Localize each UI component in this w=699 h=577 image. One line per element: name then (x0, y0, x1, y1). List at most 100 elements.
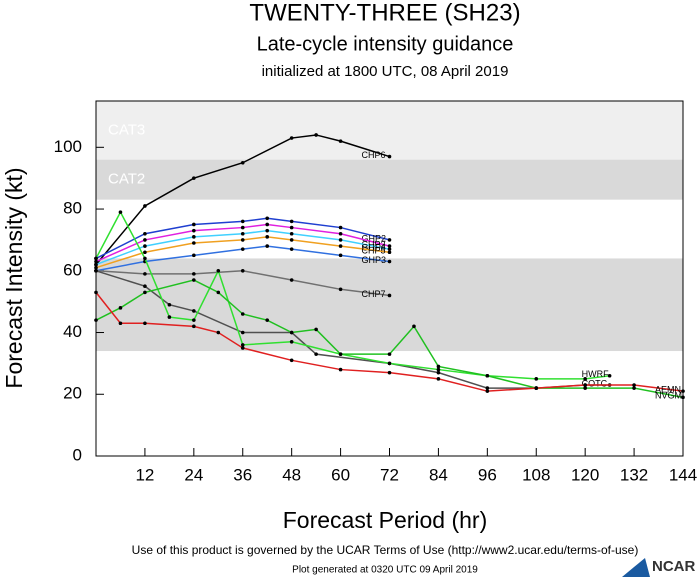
point-dot (265, 318, 270, 322)
generated: Plot generated at 0320 UTC 09 April 2019 (292, 565, 478, 576)
point-dot (436, 364, 441, 369)
category-band (96, 159, 683, 200)
point-dot (314, 352, 318, 356)
point-dot (681, 395, 685, 400)
y-tick-label: 100 (54, 137, 82, 156)
x-tick-label: 12 (135, 465, 154, 484)
point-dot (632, 386, 636, 390)
point-dot (289, 330, 294, 335)
point-dot (118, 210, 123, 214)
x-tick-label: 72 (380, 465, 399, 484)
series-line (95, 223, 390, 263)
point-dot (387, 370, 392, 375)
point-dot (240, 231, 245, 236)
point-dot (94, 262, 98, 267)
point-dot (534, 377, 539, 381)
y-tick-label: 60 (63, 260, 82, 279)
point-dot (338, 231, 343, 236)
point-dot (387, 293, 392, 298)
point-dot (412, 324, 416, 329)
y-tick-label: 80 (63, 199, 82, 218)
series-label: NVGM (655, 391, 682, 401)
y-tick-label: 20 (63, 384, 82, 403)
logo-icon (622, 558, 650, 577)
point-dot (485, 373, 490, 378)
point-dot (583, 386, 587, 390)
point-dot (94, 265, 98, 270)
point-dot (167, 315, 172, 319)
y-tick-label: 0 (73, 445, 82, 464)
point-dot (192, 228, 196, 233)
chart-title: TWENTY-THREE (SH23) (249, 0, 520, 26)
point-dot (314, 327, 318, 332)
point-dot (338, 287, 343, 292)
x-tick-label: 144 (669, 465, 697, 484)
point-dot (387, 352, 392, 356)
point-dot (94, 318, 98, 322)
point-dot (289, 339, 294, 344)
point-dot (240, 268, 245, 273)
category-band (96, 258, 683, 352)
point-dot (118, 321, 123, 326)
series-label: CHP6 (362, 150, 386, 160)
point-dot (289, 238, 294, 242)
point-dot (387, 247, 392, 251)
point-dot (240, 346, 245, 350)
point-dot (314, 133, 318, 137)
point-dot (240, 219, 245, 224)
point-dot (143, 284, 147, 289)
point-dot (192, 176, 196, 180)
point-dot (338, 244, 343, 248)
point-dot (289, 247, 294, 251)
point-dot (485, 386, 490, 390)
point-dot (143, 256, 147, 261)
band-label: CAT2 (108, 171, 145, 188)
x-tick-label: 84 (429, 465, 448, 484)
point-dot (192, 253, 196, 258)
point-dot (387, 250, 392, 255)
point-dot (632, 383, 636, 387)
point-dot (94, 259, 98, 264)
point-dot (436, 377, 441, 381)
series-label: CHP7 (362, 289, 386, 299)
point-dot (265, 222, 270, 227)
series-label: CHP5 (362, 246, 386, 256)
point-dot (338, 253, 343, 258)
point-dot (289, 219, 294, 224)
point-dot (681, 389, 685, 393)
x-tick-label: 60 (331, 465, 350, 484)
series-label: HWRF (582, 369, 609, 379)
chart-subtitle: Late-cycle intensity guidance (257, 33, 514, 55)
point-dot (265, 244, 270, 248)
point-dot (387, 238, 392, 242)
point-dot (265, 228, 270, 233)
point-dot (143, 321, 147, 326)
y-tick-label: 40 (63, 322, 82, 341)
point-dot (240, 247, 245, 251)
point-dot (143, 231, 147, 236)
band-label: CAT3 (108, 121, 145, 138)
x-tick-label: 96 (478, 465, 497, 484)
point-dot (240, 330, 245, 335)
x-tick-label: 120 (571, 465, 599, 484)
point-dot (607, 373, 612, 378)
point-dot (583, 377, 587, 381)
series-label: GHP3 (362, 255, 387, 265)
point-dot (240, 225, 245, 230)
point-dot (534, 386, 539, 390)
point-dot (338, 225, 343, 230)
x-tick-label: 36 (233, 465, 252, 484)
point-dot (143, 238, 147, 242)
point-dot (338, 238, 343, 242)
point-dot (192, 241, 196, 245)
point-dot (583, 383, 587, 387)
point-dot (436, 370, 441, 375)
point-dot (265, 235, 270, 239)
point-dot (192, 278, 196, 282)
point-dot (289, 225, 294, 230)
point-dot (143, 290, 147, 295)
series-label: COTC (582, 378, 608, 388)
point-dot (143, 272, 147, 276)
point-dot (289, 278, 294, 282)
footer: Use of this product is governed by the U… (132, 543, 639, 557)
